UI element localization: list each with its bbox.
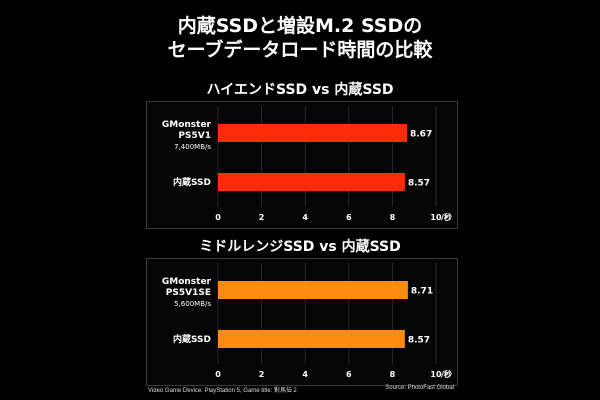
category-label: 7,400MB/s [174,143,211,151]
category-label: GMonster [162,277,212,287]
x-tick-label: 6 [346,213,352,222]
footnote-device: Video Game Device: PlayStation 5, Game t… [148,388,298,394]
x-tick-label: 4 [302,213,308,222]
x-tick-label: 6 [346,370,352,379]
x-tick-label: 0 [215,213,221,222]
category-label: 内蔵SSD [173,333,211,345]
bar [218,281,408,299]
chart-1-title: ハイエンドSSD vs 内蔵SSD [206,82,394,98]
chart-1-panel: 0 2 4 6 8 10/秒 8.67 GMonster PS5V1 7,400MB/s 8.57 内… [146,101,458,229]
bar [218,330,405,348]
bar-value-label: 8.57 [408,336,430,346]
x-tick-label: 4 [302,370,308,379]
bar-value-label: 8.71 [411,287,433,297]
x-unit-label: /秒 [441,369,452,379]
x-tick-label: 10 [430,213,442,222]
bar-value-label: 8.57 [408,179,430,189]
bar [218,173,405,191]
x-tick-label: 10 [430,370,442,379]
chart-2-title: ミドルレンジSSD vs 内蔵SSD [199,239,401,255]
x-tick-label: 2 [259,213,265,222]
category-label: 内蔵SSD [173,176,211,188]
page-title-line2: セーブデータロード時間の比較 [167,39,433,61]
bar-value-label: 8.67 [410,130,432,140]
footnote-source: Source: PhotoFast Global [385,385,454,391]
category-label: PS5V1 [178,131,211,141]
x-tick-label: 8 [390,370,396,379]
category-label: GMonster [162,120,212,130]
category-label: PS5V1SE [166,288,211,298]
x-tick-label: 2 [259,370,265,379]
x-tick-label: 8 [390,213,396,222]
bar [218,124,408,142]
page-title-line1: 内蔵SSDと増設M.2 SSDの [177,15,423,37]
category-label: 5,600MB/s [174,300,211,308]
x-tick-label: 0 [215,370,221,379]
x-unit-label: /秒 [441,212,452,222]
chart-2-panel: 0 2 4 6 8 10/秒 8.71 GMonster PS5V1SE 5,600MB/s 8.5… [146,258,458,386]
